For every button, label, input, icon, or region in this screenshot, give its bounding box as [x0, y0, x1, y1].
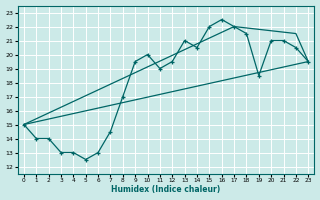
X-axis label: Humidex (Indice chaleur): Humidex (Indice chaleur): [111, 185, 221, 194]
